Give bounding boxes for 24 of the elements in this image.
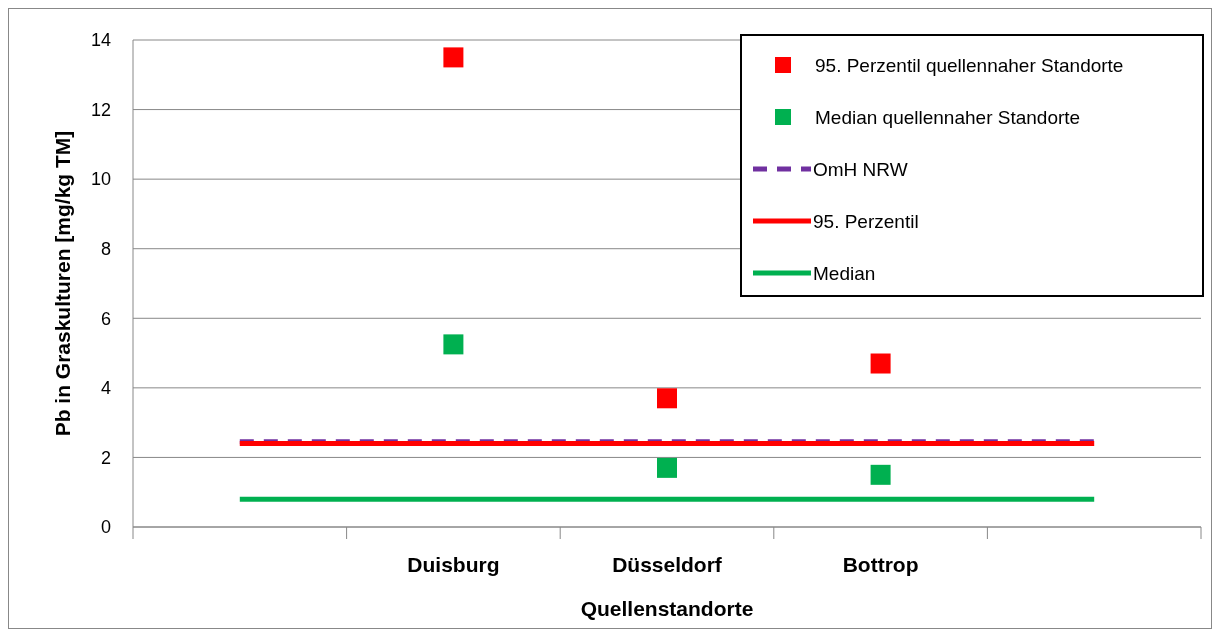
point bbox=[870, 464, 891, 485]
point bbox=[657, 457, 677, 478]
point bbox=[870, 353, 891, 374]
y-tick-label: 8 bbox=[100, 239, 111, 260]
legend-label: Median bbox=[813, 262, 876, 284]
legend-label: 95. Perzentil bbox=[813, 210, 919, 232]
y-tick-label: 12 bbox=[90, 99, 111, 120]
y-tick-label: 4 bbox=[100, 378, 111, 399]
y-tick-label: 0 bbox=[100, 517, 111, 538]
x-tick-label: Duisburg bbox=[407, 553, 500, 576]
y-axis-title: Pb in Graskulturen [mg/kg TM] bbox=[51, 130, 74, 437]
x-tick-label: Bottrop bbox=[842, 553, 919, 576]
y-tick-label: 14 bbox=[90, 30, 111, 51]
legend-label: OmH NRW bbox=[813, 158, 908, 180]
y-tick-label: 10 bbox=[90, 169, 111, 190]
x-axis-title: Quellenstandorte bbox=[580, 597, 754, 620]
legend-label: Median quellennaher Standorte bbox=[815, 106, 1081, 128]
y-tick-label: 2 bbox=[100, 447, 111, 468]
x-tick-label: Düsseldorf bbox=[612, 553, 723, 576]
point bbox=[443, 334, 464, 355]
legend-label: 95. Perzentil quellennaher Standorte bbox=[815, 54, 1124, 76]
point bbox=[657, 388, 677, 409]
point bbox=[443, 47, 464, 68]
y-tick-label: 6 bbox=[100, 308, 111, 329]
